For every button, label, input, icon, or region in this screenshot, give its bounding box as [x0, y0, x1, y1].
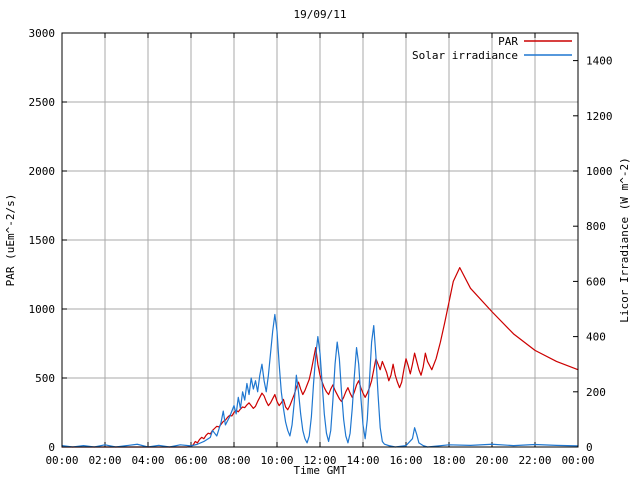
- y2-tick-label: 1200: [586, 110, 613, 123]
- legend-label-par: PAR: [498, 35, 518, 48]
- y-axis-title: PAR (uEm^-2/s): [4, 194, 17, 287]
- legend-label-solar-irradiance: Solar irradiance: [412, 49, 518, 62]
- y-tick-label: 3000: [29, 27, 56, 40]
- chart-title: 19/09/11: [294, 8, 347, 21]
- y-tick-label: 1500: [29, 234, 56, 247]
- y2-axis-tick-labels: 0 200 400 600 800 1000 1200 1400: [586, 55, 613, 454]
- x-tick-label: 06:00: [174, 454, 207, 467]
- x-tick-label: 16:00: [389, 454, 422, 467]
- y-tick-label: 1000: [29, 303, 56, 316]
- y2-axis-title: Licor Irradiance (W m^-2): [618, 157, 631, 323]
- y2-tick-label: 600: [586, 275, 606, 288]
- y2-tick-label: 400: [586, 331, 606, 344]
- y-axis-tick-labels: 0 500 1000 1500 2000 2500 3000: [29, 27, 56, 454]
- x-tick-label: 02:00: [88, 454, 121, 467]
- y2-tick-label: 1000: [586, 165, 613, 178]
- x-tick-label: 20:00: [475, 454, 508, 467]
- y-tick-label: 500: [35, 372, 55, 385]
- y2-tick-label: 0: [586, 441, 593, 454]
- x-tick-label: 22:00: [518, 454, 551, 467]
- y-tick-label: 2500: [29, 96, 56, 109]
- x-axis-title: Time GMT: [294, 464, 347, 477]
- y2-tick-label: 200: [586, 386, 606, 399]
- plot-frame: [61, 32, 579, 448]
- grid-lines: [62, 33, 578, 447]
- y2-tick-label: 800: [586, 220, 606, 233]
- x-tick-label: 04:00: [131, 454, 164, 467]
- x-tick-label: 14:00: [346, 454, 379, 467]
- y2-tick-label: 1400: [586, 55, 613, 68]
- x-tick-label: 12:00: [303, 454, 336, 467]
- x-tick-label: 10:00: [260, 454, 293, 467]
- x-tick-label: 00:00: [45, 454, 78, 467]
- y-tick-label: 0: [48, 441, 55, 454]
- x-tick-label: 18:00: [432, 454, 465, 467]
- y-tick-label: 2000: [29, 165, 56, 178]
- series-line-solar-irradiance: [61, 313, 579, 448]
- x-tick-label: 08:00: [217, 454, 250, 467]
- x-tick-label: 00:00: [561, 454, 594, 467]
- x-axis-tick-labels: 00:00 02:00 04:00 06:00 08:00 10:00 12:00 14:00…: [45, 454, 594, 467]
